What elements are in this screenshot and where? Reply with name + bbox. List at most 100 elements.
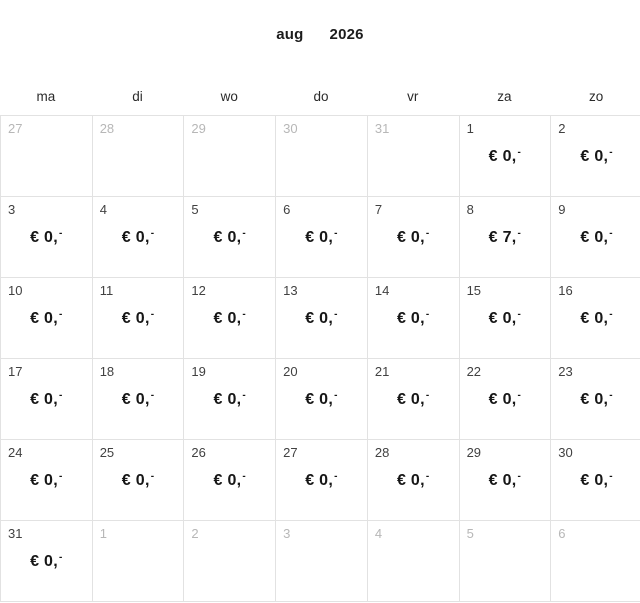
day-price: € 0,- <box>122 309 155 328</box>
price-amount: € 7, <box>488 228 517 246</box>
day-number: 1 <box>466 121 474 136</box>
calendar-day-cell[interactable]: 9 € 0,- <box>550 196 640 277</box>
calendar-day-cell[interactable]: 8 € 7,- <box>458 196 551 277</box>
day-number: 23 <box>558 364 573 379</box>
calendar-day-cell[interactable]: 25 € 0,- <box>91 439 184 520</box>
day-number: 27 <box>8 121 23 136</box>
day-number: 31 <box>374 121 390 136</box>
calendar-day-cell[interactable]: 29 € 0,- <box>458 439 551 520</box>
calendar-day-cell[interactable]: 15 € 0,- <box>458 277 551 358</box>
price-dash: - <box>334 470 338 482</box>
calendar-day-cell[interactable]: 2 € 0,- <box>550 115 640 196</box>
price-amount: € 0, <box>488 471 517 489</box>
price-amount: € 0, <box>305 390 334 408</box>
day-price: € 0,- <box>30 390 63 409</box>
calendar-day-cell[interactable]: 28 € 0,- <box>366 439 459 520</box>
day-price: € 0,- <box>214 471 247 490</box>
price-dash: - <box>150 470 155 482</box>
price-dash: - <box>58 470 63 482</box>
day-price: € 0,- <box>580 309 613 328</box>
price-amount: € 0, <box>580 228 609 246</box>
calendar-day-cell[interactable]: 18 € 0,- <box>91 358 184 439</box>
price-dash: - <box>517 227 522 239</box>
day-number: 18 <box>99 364 115 379</box>
calendar-day-cell[interactable]: 24 € 0,- <box>0 439 92 520</box>
price-dash: - <box>425 389 430 401</box>
day-price: € 7,- <box>489 228 522 247</box>
day-number: 2 <box>191 526 199 541</box>
calendar-day-cell: 31 <box>366 115 459 196</box>
day-number: 12 <box>191 283 206 298</box>
year-selector[interactable]: 2026 <box>329 26 364 43</box>
day-price: € 0,- <box>30 309 63 328</box>
calendar-day-cell[interactable]: 1 € 0,- <box>458 115 551 196</box>
calendar-day-cell[interactable]: 20 € 0,- <box>275 358 367 439</box>
price-dash: - <box>517 389 522 401</box>
price-amount: € 0, <box>396 309 425 327</box>
calendar-day-cell[interactable]: 21 € 0,- <box>366 358 459 439</box>
calendar-day-cell: 4 <box>366 520 459 601</box>
calendar-day-cell[interactable]: 11 € 0,- <box>91 277 184 358</box>
day-price: € 0,- <box>214 228 247 247</box>
day-number: 5 <box>466 526 474 541</box>
calendar-day-cell[interactable]: 7 € 0,- <box>366 196 459 277</box>
day-number: 16 <box>558 283 573 298</box>
price-dash: - <box>242 470 247 482</box>
calendar-day-cell[interactable]: 5 € 0,- <box>183 196 276 277</box>
calendar-day-cell[interactable]: 17 € 0,- <box>0 358 92 439</box>
calendar-header: aug 2026 <box>0 26 640 43</box>
calendar-day-cell[interactable]: 6 € 0,- <box>275 196 367 277</box>
day-number: 5 <box>191 202 199 217</box>
calendar-day-cell[interactable]: 3 € 0,- <box>0 196 92 277</box>
weekday-label-do: do <box>313 89 329 104</box>
day-number: 31 <box>8 526 23 541</box>
price-amount: € 0, <box>396 390 425 408</box>
day-price: € 0,- <box>489 147 522 166</box>
price-dash: - <box>334 227 338 239</box>
weekday-label-wo: wo <box>220 89 238 104</box>
day-number: 30 <box>283 121 298 136</box>
price-dash: - <box>425 227 430 239</box>
day-price: € 0,- <box>580 390 613 409</box>
price-amount: € 0, <box>580 471 609 489</box>
price-amount: € 0, <box>30 390 58 408</box>
day-number: 27 <box>283 445 298 460</box>
price-dash: - <box>517 146 522 158</box>
day-price: € 0,- <box>397 471 430 490</box>
calendar-day-cell[interactable]: 31 € 0,- <box>0 520 92 601</box>
day-price: € 0,- <box>30 471 63 490</box>
calendar-day-cell: 29 <box>183 115 276 196</box>
day-price: € 0,- <box>122 390 155 409</box>
price-dash: - <box>58 551 63 563</box>
price-amount: € 0, <box>488 309 517 327</box>
day-price: € 0,- <box>305 471 338 490</box>
calendar-day-cell[interactable]: 16 € 0,- <box>550 277 640 358</box>
price-dash: - <box>609 389 613 401</box>
price-dash: - <box>58 389 63 401</box>
price-dash: - <box>609 227 613 239</box>
calendar-day-cell[interactable]: 10 € 0,- <box>0 277 92 358</box>
calendar-day-cell[interactable]: 30 € 0,- <box>550 439 640 520</box>
price-dash: - <box>517 470 522 482</box>
day-price: € 0,- <box>397 309 430 328</box>
calendar-day-cell[interactable]: 19 € 0,- <box>183 358 276 439</box>
price-amount: € 0, <box>488 390 517 408</box>
day-number: 13 <box>283 283 298 298</box>
calendar-day-cell[interactable]: 23 € 0,- <box>550 358 640 439</box>
price-amount: € 0, <box>488 147 517 165</box>
price-amount: € 0, <box>213 228 242 246</box>
price-amount: € 0, <box>30 471 58 489</box>
calendar-day-cell[interactable]: 14 € 0,- <box>366 277 459 358</box>
day-number: 28 <box>99 121 115 136</box>
day-price: € 0,- <box>489 390 522 409</box>
price-amount: € 0, <box>305 471 334 489</box>
day-number: 28 <box>374 445 390 460</box>
month-selector[interactable]: aug <box>276 26 304 43</box>
calendar-day-cell[interactable]: 4 € 0,- <box>91 196 184 277</box>
calendar-day-cell[interactable]: 22 € 0,- <box>458 358 551 439</box>
calendar-day-cell[interactable]: 26 € 0,- <box>183 439 276 520</box>
calendar-day-cell[interactable]: 12 € 0,- <box>183 277 276 358</box>
calendar-day-cell[interactable]: 27 € 0,- <box>275 439 367 520</box>
calendar-day-cell[interactable]: 13 € 0,- <box>275 277 367 358</box>
price-dash: - <box>150 227 155 239</box>
